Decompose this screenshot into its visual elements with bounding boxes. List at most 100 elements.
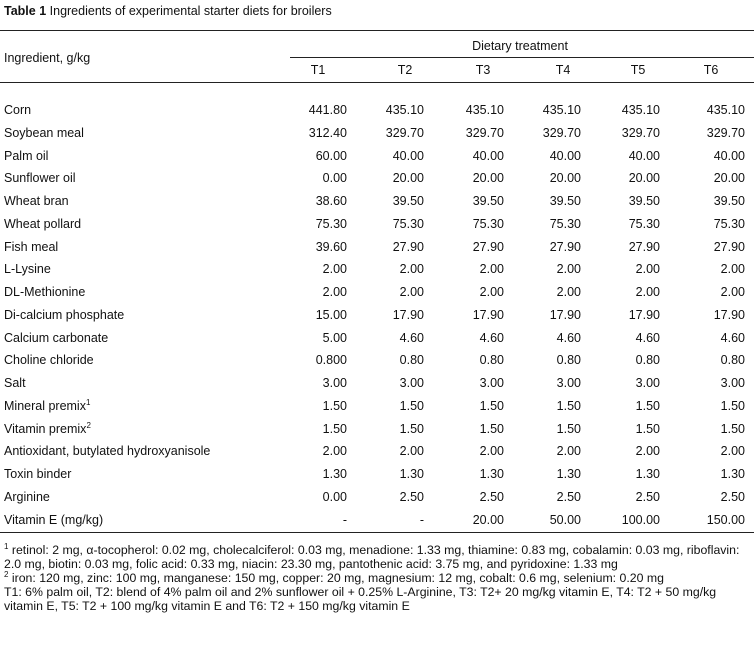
value-cell: 100.00 bbox=[621, 512, 660, 527]
ingredient-cell: Choline chloride bbox=[4, 353, 94, 368]
group-header: Dietary treatment bbox=[472, 39, 568, 53]
value-cell: 17.90 bbox=[628, 307, 660, 322]
value-cell: 0.80 bbox=[399, 353, 424, 368]
value-cell: 40.00 bbox=[392, 148, 424, 163]
value-cell: 0.80 bbox=[720, 353, 745, 368]
treatment-header: T6 bbox=[703, 63, 719, 77]
ingredient-cell: Wheat bran bbox=[4, 194, 69, 209]
footnote-text: T1: 6% palm oil, T2: blend of 4% palm oi… bbox=[4, 585, 717, 613]
value-cell: 1.50 bbox=[635, 421, 660, 436]
footnote-text: retinol: 2 mg, α-tocopherol: 0.02 mg, ch… bbox=[4, 543, 740, 571]
footnote: T1: 6% palm oil, T2: blend of 4% palm oi… bbox=[4, 585, 752, 613]
value-cell: 1.50 bbox=[399, 421, 424, 436]
value-cell: 20.00 bbox=[392, 171, 424, 186]
title-label: Table 1 bbox=[4, 4, 47, 18]
value-cell: 1.50 bbox=[322, 421, 347, 436]
ingredient-cell: Calcium carbonate bbox=[4, 331, 108, 346]
value-cell: 2.50 bbox=[479, 489, 504, 504]
ingredient-name: Di-calcium phosphate bbox=[4, 307, 125, 322]
value-cell: 20.00 bbox=[713, 171, 745, 186]
treatment-header: T1 bbox=[310, 63, 326, 77]
ingredient-cell: Corn bbox=[4, 103, 31, 118]
value-cell: 4.60 bbox=[399, 330, 424, 345]
title-text: Ingredients of experimental starter diet… bbox=[49, 4, 332, 18]
value-cell: 2.00 bbox=[720, 262, 745, 277]
value-cell: 20.00 bbox=[549, 171, 581, 186]
value-cell: 435.10 bbox=[706, 103, 745, 117]
ingredient-name: Wheat bran bbox=[4, 194, 69, 208]
value-cell: 2.00 bbox=[479, 262, 504, 277]
footnotes: 1 retinol: 2 mg, α-tocopherol: 0.02 mg, … bbox=[4, 543, 752, 614]
value-cell: 17.90 bbox=[713, 307, 745, 322]
value-cell: 27.90 bbox=[628, 239, 660, 254]
footnote: 1 retinol: 2 mg, α-tocopherol: 0.02 mg, … bbox=[4, 543, 752, 572]
value-cell: 435.10 bbox=[542, 103, 581, 117]
ingredient-name: Corn bbox=[4, 103, 32, 117]
ingredient-name: Soybean meal bbox=[4, 125, 84, 140]
value-cell: 2.50 bbox=[399, 489, 424, 504]
ingredient-cell: Di-calcium phosphate bbox=[4, 308, 124, 323]
treatment-header: T2 bbox=[397, 63, 413, 77]
value-cell: 50.00 bbox=[549, 512, 581, 527]
value-cell: 20.00 bbox=[472, 171, 504, 186]
footnote-mark: 2 bbox=[4, 570, 9, 579]
value-cell: 3.00 bbox=[322, 376, 347, 390]
value-cell: - bbox=[342, 512, 347, 527]
ingredient-cell: Fish meal bbox=[4, 240, 58, 255]
value-cell: 1.30 bbox=[556, 467, 581, 481]
value-cell: 39.50 bbox=[472, 194, 504, 208]
ingredient-cell: L-Lysine bbox=[4, 262, 51, 277]
ingredient-cell: Sunflower oil bbox=[4, 171, 76, 186]
value-cell: 3.00 bbox=[556, 376, 581, 390]
value-cell: 3.00 bbox=[635, 376, 660, 390]
ingredient-cell: Wheat pollard bbox=[4, 217, 81, 232]
value-cell: 0.80 bbox=[556, 353, 581, 368]
ingredient-name: Vitamin E (mg/kg) bbox=[4, 512, 104, 527]
value-cell: 4.60 bbox=[556, 330, 581, 345]
ingredient-name: L-Lysine bbox=[4, 262, 51, 277]
value-cell: 2.00 bbox=[720, 285, 745, 299]
value-cell: 2.00 bbox=[322, 262, 347, 277]
value-cell: 17.90 bbox=[392, 307, 424, 322]
ingredient-cell: Antioxidant, butylated hydroxyanisole bbox=[4, 444, 210, 459]
value-cell: - bbox=[419, 512, 424, 527]
value-cell: 27.90 bbox=[472, 239, 504, 254]
treatment-header: T5 bbox=[630, 63, 646, 77]
value-cell: 312.40 bbox=[308, 125, 347, 140]
value-cell: 4.60 bbox=[720, 330, 745, 345]
value-cell: 39.50 bbox=[392, 194, 424, 208]
ingredient-name: Toxin binder bbox=[4, 467, 72, 481]
value-cell: 1.50 bbox=[399, 398, 424, 413]
value-cell: 0.80 bbox=[635, 353, 660, 368]
value-cell: 2.00 bbox=[322, 285, 347, 299]
value-cell: 39.50 bbox=[628, 194, 660, 208]
value-cell: 441.80 bbox=[308, 103, 347, 117]
value-cell: 2.00 bbox=[399, 262, 424, 277]
value-cell: 1.30 bbox=[720, 467, 745, 481]
ingredient-name: Mineral premix bbox=[4, 398, 86, 413]
ingredient-name: Vitamin premix bbox=[4, 421, 87, 436]
value-cell: 1.30 bbox=[635, 467, 660, 481]
ingredient-name: DL-Methionine bbox=[4, 285, 86, 299]
value-cell: 2.00 bbox=[635, 262, 660, 277]
value-cell: 2.00 bbox=[322, 444, 347, 459]
ingredient-cell: Palm oil bbox=[4, 149, 48, 164]
ingredient-name: Fish meal bbox=[4, 239, 59, 254]
value-cell: 3.00 bbox=[720, 376, 745, 390]
value-cell: 2.00 bbox=[399, 444, 424, 459]
value-cell: 75.30 bbox=[472, 216, 504, 231]
value-cell: 2.50 bbox=[556, 489, 581, 504]
treatment-header: T4 bbox=[555, 63, 571, 77]
ingredient-name: Palm oil bbox=[4, 148, 49, 163]
value-cell: 4.60 bbox=[635, 330, 660, 345]
value-cell: 40.00 bbox=[628, 148, 660, 163]
value-cell: 27.90 bbox=[713, 239, 745, 254]
value-cell: 1.30 bbox=[322, 467, 347, 481]
value-cell: 1.50 bbox=[479, 398, 504, 413]
value-cell: 5.00 bbox=[322, 330, 347, 345]
ingredient-name: Sunflower oil bbox=[4, 171, 76, 186]
value-cell: 0.80 bbox=[479, 353, 504, 368]
value-cell: 1.30 bbox=[479, 467, 504, 481]
value-cell: 2.50 bbox=[720, 489, 745, 504]
